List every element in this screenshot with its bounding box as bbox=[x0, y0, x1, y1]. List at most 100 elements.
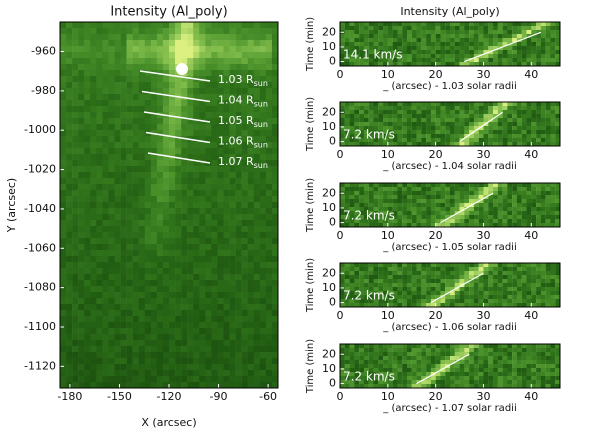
pixel bbox=[90, 94, 97, 101]
pixel bbox=[550, 195, 556, 200]
pixel bbox=[469, 279, 475, 284]
pixel bbox=[454, 215, 460, 220]
pixel bbox=[383, 356, 388, 361]
pixel bbox=[211, 226, 218, 233]
pixel bbox=[138, 220, 146, 227]
pixel bbox=[373, 215, 379, 220]
pixel bbox=[344, 215, 350, 220]
pixel bbox=[271, 100, 279, 107]
pixel bbox=[459, 187, 465, 192]
pixel bbox=[78, 202, 85, 209]
pixel bbox=[349, 134, 355, 139]
pixel bbox=[66, 244, 73, 251]
pixel bbox=[132, 166, 139, 173]
pixel bbox=[421, 211, 427, 216]
pixel bbox=[378, 34, 384, 39]
pixel bbox=[435, 26, 441, 31]
pixel bbox=[175, 298, 182, 305]
pixel bbox=[217, 370, 224, 377]
pixel bbox=[259, 352, 267, 359]
pixel bbox=[108, 106, 115, 113]
pixel bbox=[344, 54, 350, 59]
pixel bbox=[383, 219, 388, 224]
pixel bbox=[271, 256, 279, 263]
pixel bbox=[144, 268, 152, 275]
pixel bbox=[247, 28, 255, 35]
pixel bbox=[516, 183, 522, 188]
pixel bbox=[271, 130, 279, 137]
pixel bbox=[363, 50, 369, 55]
pixel bbox=[383, 344, 388, 349]
pixel bbox=[440, 62, 446, 67]
pixel bbox=[181, 226, 188, 233]
pixel bbox=[488, 134, 494, 139]
pixel bbox=[459, 287, 465, 292]
pixel bbox=[359, 295, 365, 300]
pixel bbox=[497, 195, 503, 200]
pixel bbox=[445, 203, 451, 208]
pixel bbox=[120, 160, 127, 167]
pixel bbox=[169, 340, 176, 347]
fit-line bbox=[430, 272, 484, 304]
pixel bbox=[102, 316, 109, 323]
pixel bbox=[493, 384, 498, 389]
pixel bbox=[411, 138, 417, 143]
pixel bbox=[217, 220, 224, 227]
pixel bbox=[459, 26, 465, 31]
pixel bbox=[175, 202, 182, 209]
pixel bbox=[169, 232, 176, 239]
pixel bbox=[96, 34, 103, 41]
pixel bbox=[536, 199, 541, 204]
pixel bbox=[247, 142, 255, 149]
pixel bbox=[66, 88, 73, 95]
pixel bbox=[363, 267, 369, 272]
pixel bbox=[193, 214, 200, 221]
pixel bbox=[108, 208, 115, 215]
pixel bbox=[354, 267, 360, 272]
pixel bbox=[90, 202, 97, 209]
pixel bbox=[397, 263, 403, 268]
slit bbox=[143, 111, 211, 123]
pixel bbox=[114, 346, 121, 353]
pixel bbox=[363, 199, 369, 204]
pixel bbox=[440, 299, 446, 304]
pixel bbox=[512, 364, 518, 369]
pixel bbox=[359, 215, 365, 220]
pixel bbox=[383, 58, 388, 63]
pixel bbox=[235, 316, 242, 323]
pixel bbox=[550, 54, 556, 59]
pixel bbox=[406, 291, 412, 296]
pixel bbox=[344, 211, 350, 216]
pixel bbox=[169, 208, 176, 215]
pixel bbox=[411, 384, 417, 389]
pixel bbox=[359, 384, 365, 389]
pixel bbox=[241, 262, 248, 269]
pixel bbox=[247, 340, 255, 347]
pixel bbox=[175, 244, 182, 251]
pixel bbox=[144, 274, 152, 281]
pixel bbox=[416, 372, 422, 377]
pixel bbox=[392, 199, 398, 204]
pixel bbox=[516, 271, 522, 276]
pixel bbox=[502, 215, 508, 220]
pixel bbox=[259, 118, 267, 125]
pixel bbox=[271, 274, 279, 281]
pixel bbox=[354, 203, 360, 208]
pixel bbox=[229, 370, 236, 377]
pixel bbox=[150, 106, 158, 113]
pixel bbox=[340, 138, 345, 143]
pixel bbox=[90, 118, 97, 125]
pixel bbox=[430, 114, 436, 119]
pixel bbox=[211, 310, 218, 317]
pixel bbox=[340, 62, 345, 67]
pixel bbox=[359, 114, 365, 119]
pixel bbox=[430, 54, 436, 59]
pixel bbox=[84, 316, 91, 323]
pixel bbox=[378, 30, 384, 35]
pixel bbox=[416, 344, 422, 349]
pixel bbox=[217, 52, 224, 59]
pixel bbox=[435, 271, 441, 276]
pixel bbox=[450, 114, 455, 119]
pixel bbox=[368, 299, 374, 304]
x-tick-label: 20 bbox=[429, 390, 443, 403]
